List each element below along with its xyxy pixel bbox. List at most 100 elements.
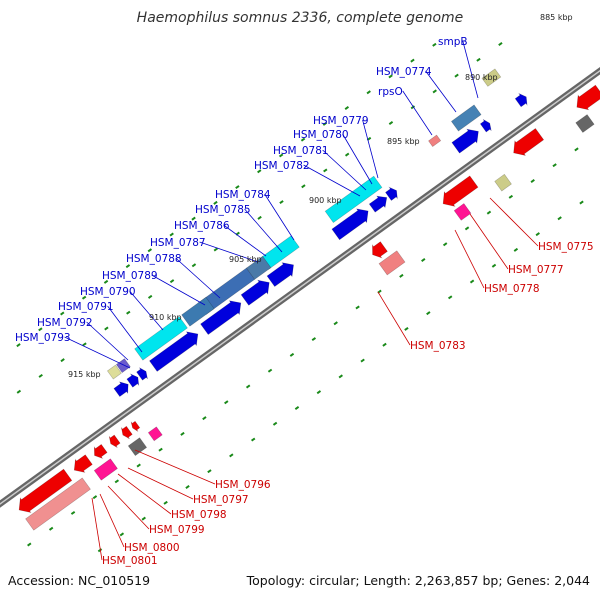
- genome-backbone: [0, 67, 600, 508]
- gene-block-feature: [324, 175, 383, 224]
- tick-dot: [491, 263, 497, 268]
- forward-gene-feature: [126, 373, 140, 388]
- kbp-label: 895 kbp: [387, 137, 420, 146]
- tick-dot: [250, 437, 256, 442]
- tick-dot: [169, 232, 174, 237]
- tick-dot: [202, 416, 207, 421]
- kbp-label: 885 kbp: [540, 13, 573, 22]
- leader-line: [151, 274, 206, 306]
- gene-label-hsm_0779: HSM_0779: [313, 115, 369, 127]
- accession-text: Accession: NC_010519: [8, 573, 151, 588]
- kbp-label: 915 kbp: [68, 370, 101, 379]
- tick-dot: [410, 58, 415, 63]
- gene-block-feature: [575, 114, 595, 133]
- forward-gene-feature: [479, 119, 492, 133]
- tick-dot: [486, 210, 492, 215]
- tick-dot: [366, 90, 371, 95]
- tick-dot: [322, 121, 328, 126]
- tick-dot: [338, 374, 343, 379]
- leader-line: [117, 473, 172, 515]
- tick-dot: [81, 295, 87, 300]
- tick-dot: [38, 373, 43, 378]
- tick-dot: [410, 105, 416, 110]
- tick-dot: [294, 405, 300, 410]
- tick-dot: [229, 453, 234, 458]
- leader-line: [199, 241, 259, 263]
- reverse-gene-feature: [576, 84, 600, 111]
- forward-gene-feature: [266, 262, 294, 287]
- tick-dot: [464, 226, 470, 231]
- tick-dot: [377, 289, 382, 294]
- genome-summary-text: Topology: circular; Length: 2,263,857 bp…: [246, 573, 590, 588]
- gene-block-feature: [25, 477, 91, 531]
- gene-label-hsm_0800: HSM_0800: [124, 542, 180, 554]
- tick-dot: [579, 200, 584, 205]
- tick-dot: [432, 42, 437, 47]
- tick-dot: [388, 74, 393, 79]
- leader-line: [175, 257, 221, 299]
- tick-dot: [104, 326, 109, 331]
- gene-block-feature: [181, 296, 215, 327]
- forward-gene-feature: [331, 208, 369, 241]
- gene-label-hsm_0785: HSM_0785: [195, 204, 251, 216]
- gene-label-hsm_0798: HSM_0798: [171, 509, 227, 521]
- leader-line: [342, 133, 373, 185]
- tick-dot: [300, 137, 306, 142]
- tick-dot: [70, 510, 76, 515]
- tick-dot: [158, 447, 163, 452]
- tick-dot: [508, 194, 514, 199]
- backbone-highlight: [0, 69, 600, 505]
- tick-dot: [333, 321, 338, 326]
- gene-label-hsm_0799: HSM_0799: [149, 524, 205, 536]
- tick-dot: [399, 273, 404, 278]
- leader-line: [377, 291, 411, 346]
- gene-block-feature: [93, 458, 118, 481]
- tick-dot: [82, 342, 87, 347]
- gene-label-hsm_0797: HSM_0797: [193, 494, 249, 506]
- tick-dot: [421, 258, 426, 263]
- gene-label-hsm_0801: HSM_0801: [102, 555, 158, 567]
- map-title: Haemophilus somnus 2336, complete genome: [136, 10, 464, 26]
- tick-dot: [552, 163, 557, 168]
- leader-line: [127, 467, 194, 500]
- kbp-labels: 885 kbp 890 kbp 895 kbp 900 kbp 905 kbp 910 k…: [68, 13, 573, 379]
- leader-line: [469, 213, 509, 270]
- reverse-gene-feature: [73, 454, 93, 473]
- tick-dot: [48, 526, 54, 531]
- tick-dot: [344, 106, 350, 111]
- tick-dot: [92, 495, 98, 500]
- leader-line: [462, 40, 479, 99]
- gene-block-feature: [378, 250, 406, 276]
- leader-line: [264, 193, 295, 241]
- tick-dot: [557, 216, 562, 221]
- tick-dot: [235, 185, 240, 190]
- reverse-gene-feature: [18, 468, 73, 514]
- tick-dot: [191, 263, 197, 268]
- forward-gene-feature: [240, 279, 270, 306]
- reverse-gene-feature: [442, 175, 479, 207]
- leader-line: [99, 493, 125, 548]
- tick-dot: [301, 184, 306, 189]
- tick-dot: [16, 389, 22, 394]
- gene-label-hsm_0792: HSM_0792: [37, 317, 93, 329]
- reverse-gene-feature: [121, 425, 133, 440]
- tick-dot: [60, 311, 65, 316]
- gene-labels: smpB HSM_0774 rpsO HSM_0779 HSM_0780 HSM_0781…: [15, 36, 594, 567]
- tick-dot: [447, 295, 453, 300]
- forward-gene-feature: [113, 381, 129, 397]
- gene-label-hsm_0784: HSM_0784: [215, 189, 271, 201]
- gene-features: [18, 68, 600, 531]
- tick-dot: [207, 469, 212, 474]
- tick-dot: [513, 247, 519, 252]
- gene-block-feature: [147, 426, 163, 442]
- gene-label-hsm_0789: HSM_0789: [102, 270, 158, 282]
- leader-line: [64, 336, 131, 369]
- forward-gene-feature: [514, 92, 528, 108]
- tick-dot: [169, 279, 175, 284]
- gene-label-rpso: rpsO: [378, 86, 403, 98]
- tick-dot: [311, 337, 317, 342]
- tick-dot: [278, 153, 284, 158]
- tick-dot: [360, 358, 365, 363]
- gene-label-hsm_0783: HSM_0783: [410, 340, 466, 352]
